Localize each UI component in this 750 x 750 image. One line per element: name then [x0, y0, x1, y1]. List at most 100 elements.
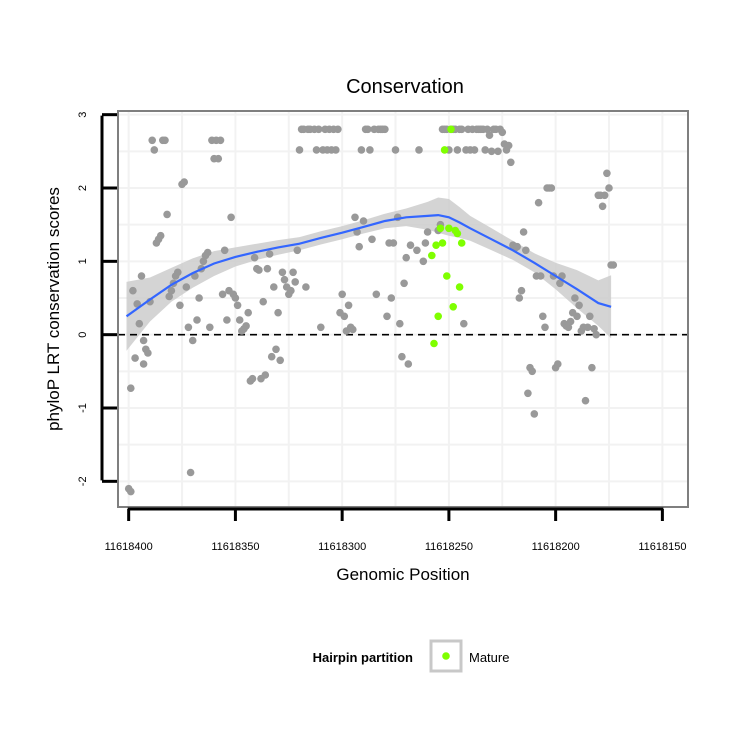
other-point: [184, 323, 193, 332]
other-point: [129, 286, 137, 295]
other-point: [588, 363, 596, 372]
other-point: [603, 169, 611, 178]
other-point: [453, 146, 462, 154]
other-point: [214, 154, 223, 163]
smooth-curve: [125, 213, 612, 318]
mature-point: [428, 251, 436, 260]
legend-key-mature-marker: [442, 652, 450, 660]
other-point: [206, 323, 214, 332]
other-point: [515, 294, 524, 302]
other-point: [302, 283, 310, 291]
other-point: [248, 374, 257, 383]
other-point: [586, 312, 594, 321]
other-point: [485, 131, 494, 139]
other-point: [135, 319, 144, 328]
other-point: [334, 125, 342, 134]
other-point: [381, 125, 389, 134]
y-tick-label: 0: [77, 332, 89, 338]
other-point: [592, 330, 600, 339]
other-point: [487, 147, 496, 156]
other-point: [227, 213, 235, 222]
points-layer: [124, 125, 618, 496]
other-point: [517, 286, 526, 295]
other-point: [402, 253, 411, 262]
other-point: [235, 316, 244, 324]
other-point: [415, 146, 423, 154]
plot-panel: [117, 110, 689, 508]
y-tick-label: 1: [77, 258, 89, 264]
other-point: [195, 294, 203, 302]
other-point: [259, 297, 268, 306]
other-point: [137, 272, 146, 280]
other-point: [255, 266, 263, 274]
other-point: [218, 290, 227, 299]
other-point: [598, 202, 607, 211]
other-point: [528, 367, 536, 376]
other-point: [419, 257, 428, 266]
other-point: [150, 146, 159, 154]
other-point: [389, 239, 398, 247]
other-point: [131, 354, 139, 362]
other-point: [524, 389, 532, 398]
other-point: [289, 268, 297, 277]
mature-point: [432, 241, 440, 249]
mature-point: [453, 229, 462, 238]
y-tick-label: -2: [77, 476, 89, 486]
other-point: [605, 184, 613, 192]
other-point: [144, 349, 152, 357]
confidence-ribbon-layer: [126, 197, 612, 351]
y-tick-label: -1: [77, 403, 89, 413]
legend: Hairpin partition Mature: [313, 639, 509, 673]
x-tick-label: 11618300: [318, 541, 366, 553]
other-point: [571, 294, 579, 302]
other-point: [406, 241, 415, 249]
other-point: [366, 146, 374, 154]
other-point: [291, 278, 300, 286]
other-point: [351, 213, 359, 222]
other-point: [357, 146, 366, 154]
other-point: [387, 294, 396, 302]
other-point: [186, 468, 195, 477]
other-point: [174, 268, 182, 277]
other-point: [317, 323, 325, 332]
other-point: [250, 253, 259, 262]
other-point: [203, 248, 212, 257]
other-point: [581, 396, 590, 405]
x-tick-label: 11618150: [638, 541, 686, 553]
other-point: [188, 336, 197, 345]
other-point: [539, 312, 547, 321]
other-point: [368, 235, 376, 244]
legend-entry-mature: Mature: [469, 650, 509, 665]
other-point: [231, 294, 240, 302]
other-point: [575, 301, 583, 310]
other-point: [276, 356, 285, 365]
other-point: [314, 125, 323, 134]
other-point: [547, 184, 556, 192]
other-point: [383, 312, 391, 321]
other-point: [180, 178, 188, 186]
other-point: [421, 239, 430, 247]
smooth-curve-layer: [125, 213, 612, 318]
other-point: [139, 360, 148, 368]
other-point: [513, 242, 521, 251]
chart-title: Conservation: [346, 76, 464, 98]
other-point: [340, 312, 349, 321]
mature-point: [438, 239, 447, 247]
other-point: [372, 290, 381, 299]
mature-point: [457, 239, 466, 247]
other-point: [274, 308, 282, 317]
other-point: [167, 286, 176, 295]
other-point: [470, 146, 479, 154]
other-point: [564, 323, 573, 332]
y-tick-label: 3: [77, 112, 89, 118]
other-point: [272, 345, 280, 354]
other-point: [522, 246, 530, 255]
other-point: [278, 268, 287, 277]
other-point: [359, 217, 368, 225]
mature-point: [443, 272, 451, 280]
other-point: [457, 125, 466, 134]
y-tick-label: 2: [77, 185, 89, 191]
x-axis-label: Genomic Position: [336, 565, 469, 584]
other-point: [349, 325, 357, 334]
